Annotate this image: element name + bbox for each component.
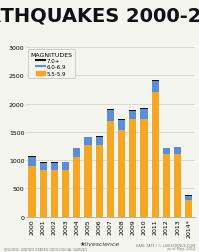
Bar (51, 171, 58, 217)
Text: as of May, 2014: as of May, 2014 (167, 246, 195, 250)
Text: KARL TATE / © LIVESCIENCE.COM: KARL TATE / © LIVESCIENCE.COM (136, 243, 195, 247)
Bar (140, 110, 148, 119)
Bar (140, 119, 148, 217)
Bar (174, 147, 181, 148)
Bar (129, 110, 137, 111)
Bar (84, 146, 92, 217)
Bar (174, 155, 181, 217)
Bar (129, 119, 137, 217)
Bar (96, 146, 103, 217)
Bar (62, 162, 69, 163)
Bar (185, 195, 192, 196)
Bar (152, 93, 159, 217)
Legend: 7.0+, 6.0-6.9, 5.5-5.9: 7.0+, 6.0-6.9, 5.5-5.9 (27, 50, 75, 79)
Bar (152, 81, 159, 93)
Text: ★livescience: ★livescience (79, 241, 120, 246)
Bar (129, 111, 137, 119)
Bar (185, 200, 192, 217)
Bar (62, 163, 69, 171)
Bar (140, 109, 148, 110)
Bar (174, 148, 181, 155)
Bar (40, 171, 47, 217)
Bar (73, 158, 80, 217)
Bar (84, 138, 92, 146)
Bar (118, 120, 125, 121)
Bar (73, 149, 80, 158)
Bar (163, 155, 170, 217)
Bar (118, 130, 125, 217)
Bar (96, 137, 103, 146)
Bar (73, 148, 80, 149)
Bar (28, 166, 36, 217)
Bar (28, 156, 36, 157)
Bar (40, 163, 47, 164)
Text: SOURCE: UNITED STATES GEOLOGICAL SURVEY: SOURCE: UNITED STATES GEOLOGICAL SURVEY (4, 247, 87, 251)
Bar (28, 157, 36, 166)
Bar (107, 110, 114, 111)
Bar (107, 111, 114, 121)
Bar (51, 163, 58, 171)
Bar (84, 137, 92, 138)
Bar (152, 80, 159, 81)
Bar (40, 164, 47, 171)
Bar (62, 171, 69, 217)
Bar (163, 149, 170, 155)
Bar (163, 148, 170, 149)
Bar (107, 121, 114, 217)
Bar (185, 196, 192, 200)
Bar (118, 121, 125, 130)
Text: EARTHQUAKES 2000-2014: EARTHQUAKES 2000-2014 (0, 6, 199, 25)
